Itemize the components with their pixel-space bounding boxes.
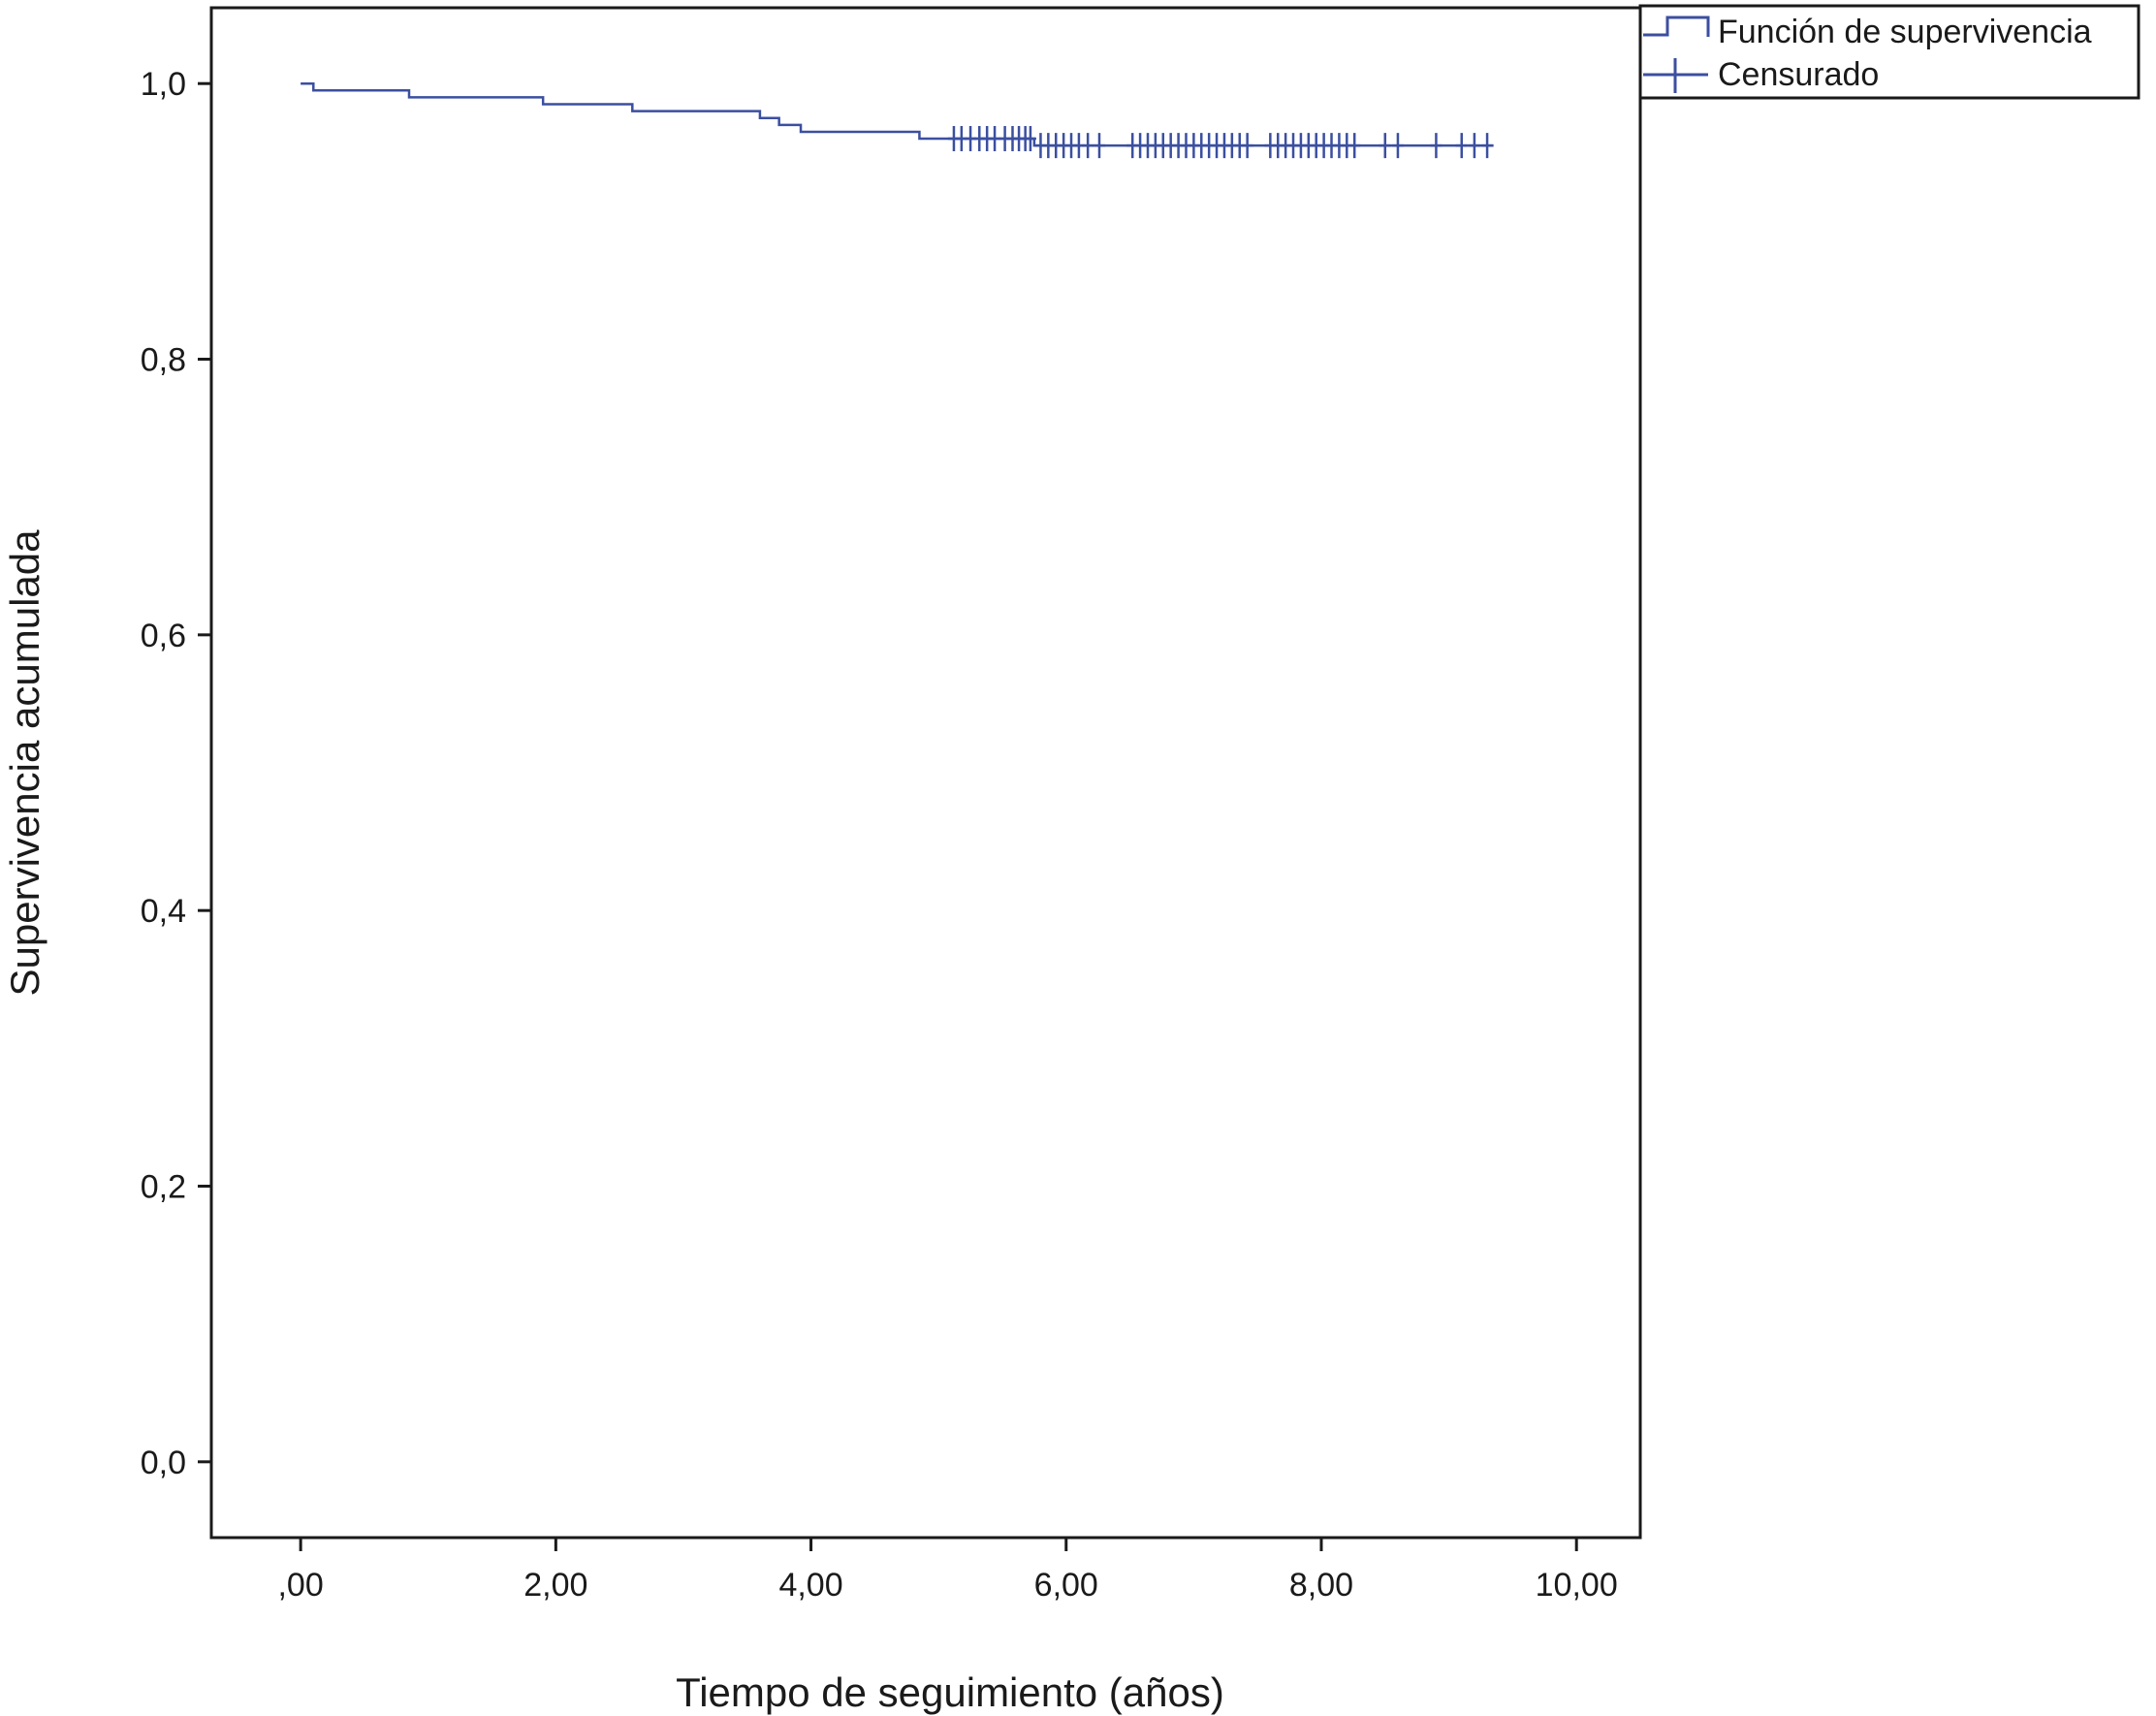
y-tick-label: 0,0: [141, 1445, 186, 1481]
censored-mark: [1241, 133, 1253, 159]
censored-mark: [989, 126, 1001, 152]
legend-censored-label: Censurado: [1718, 56, 1879, 93]
x-tick-label: 8,00: [1289, 1567, 1353, 1604]
censored-mark: [1481, 133, 1494, 159]
x-tick-label: 2,00: [523, 1567, 587, 1604]
x-tick-label: ,00: [277, 1567, 323, 1604]
censored-mark: [1430, 133, 1443, 159]
censored-mark: [1093, 133, 1105, 159]
legend-survival-label: Función de supervivencia: [1718, 14, 2092, 50]
censored-mark: [1024, 126, 1036, 152]
censored-mark: [1455, 133, 1468, 159]
y-tick-label: 0,6: [141, 618, 186, 654]
y-axis-title: Supervivencia acumulada: [2, 529, 48, 997]
censored-mark: [1348, 133, 1361, 159]
plot-frame: [209, 6, 1642, 1540]
y-tick-label: 1,0: [141, 66, 186, 103]
series-layer: [301, 81, 1494, 159]
legend-cross-icon: [1643, 58, 1708, 93]
censored-mark: [1379, 133, 1391, 159]
survival-step-line: [301, 81, 1494, 147]
x-axis: ,00 2,00 4,00 6,00 8,00 10,00: [277, 1538, 1618, 1604]
censored-mark: [1468, 133, 1480, 159]
censored-mark: [1391, 133, 1404, 159]
legend-step-icon: [1643, 16, 1710, 37]
censored-mark: [1082, 133, 1094, 159]
legend: Función de supervivencia Censurado: [1638, 4, 2140, 100]
x-tick-label: 10,00: [1536, 1567, 1618, 1604]
x-axis-title: Tiempo de seguimiento (años): [676, 1669, 1224, 1715]
y-tick-label: 0,4: [141, 893, 186, 930]
y-axis: 0,0 0,2 0,4 0,6 0,8 1,0: [141, 66, 211, 1481]
x-tick-label: 4,00: [778, 1567, 842, 1604]
x-tick-label: 6,00: [1034, 1567, 1098, 1604]
y-tick-label: 0,2: [141, 1168, 186, 1205]
y-tick-label: 0,8: [141, 342, 186, 379]
legend-box: [1638, 4, 2140, 100]
